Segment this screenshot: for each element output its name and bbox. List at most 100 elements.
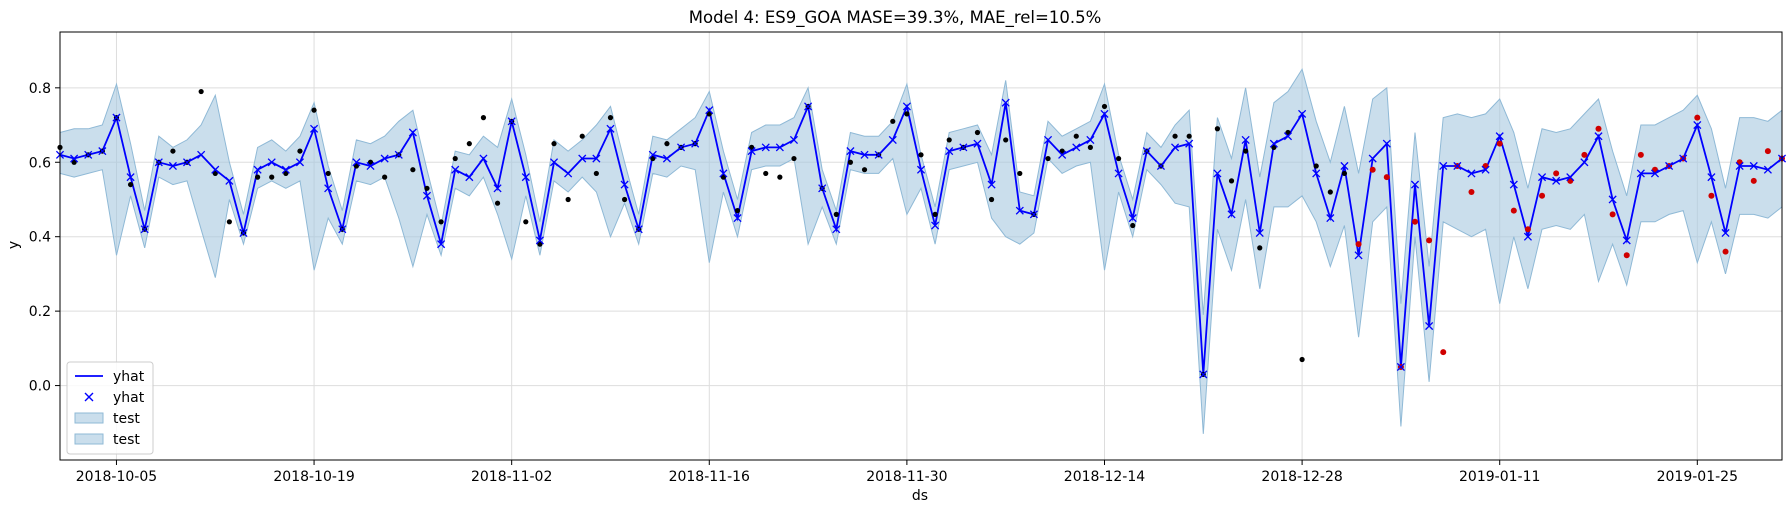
- test-point: [1694, 114, 1701, 121]
- actual-point: [749, 144, 755, 150]
- actual-point: [494, 200, 501, 206]
- yhat-marker: [592, 154, 601, 163]
- actual-point: [537, 241, 543, 247]
- yhat-marker: [197, 150, 206, 159]
- test-point: [1623, 252, 1630, 259]
- yhat-marker: [1467, 169, 1476, 178]
- actual-point: [946, 137, 952, 143]
- actual-point: [1257, 245, 1263, 251]
- yhat-marker: [564, 169, 573, 178]
- yhat-marker: [1636, 169, 1645, 178]
- actual-point: [438, 219, 444, 225]
- actual-point: [861, 167, 868, 173]
- yhat-marker: [1072, 143, 1081, 152]
- actual-point: [777, 174, 783, 180]
- yhat-marker: [225, 176, 234, 185]
- actual-point: [283, 170, 289, 177]
- yhat-marker: [1001, 98, 1010, 107]
- yhat-marker: [310, 124, 319, 133]
- yhat-marker: [662, 154, 671, 163]
- x-tick-label: 2019-01-25: [1657, 469, 1738, 485]
- yhat-marker: [267, 158, 276, 167]
- actual-point: [565, 196, 571, 203]
- actual-point: [269, 174, 275, 180]
- actual-point: [353, 163, 360, 169]
- yhat-marker: [324, 184, 333, 193]
- yhat-marker: [1114, 169, 1123, 178]
- yhat-marker: [1340, 161, 1349, 171]
- actual-point: [325, 170, 331, 177]
- yhat-marker: [1298, 109, 1307, 118]
- actual-point: [904, 111, 910, 117]
- actual-point: [593, 170, 599, 177]
- actual-point: [650, 155, 656, 162]
- yhat-marker: [959, 143, 968, 152]
- yhat-marker: [634, 225, 643, 234]
- test-point: [1581, 151, 1588, 158]
- actual-point: [932, 211, 938, 217]
- legend-patch-swatch: [74, 433, 104, 445]
- yhat-marker: [1326, 214, 1335, 223]
- yhat-marker: [394, 150, 403, 159]
- yhat-marker: [84, 150, 93, 159]
- yhat-marker: [239, 228, 248, 238]
- yhat-marker: [437, 240, 446, 249]
- yhat-marker: [1086, 135, 1095, 144]
- actual-point: [1285, 129, 1291, 136]
- x-tick-label: 2018-12-14: [1064, 469, 1145, 485]
- actual-point: [833, 211, 839, 217]
- yhat-marker: [1537, 173, 1547, 182]
- y-axis-label: y: [6, 241, 22, 249]
- yhat-marker: [1665, 161, 1674, 171]
- actual-point: [664, 141, 670, 147]
- x-tick-label: 2018-11-30: [866, 469, 947, 485]
- yhat-marker: [1580, 158, 1589, 167]
- yhat-marker: [902, 102, 911, 111]
- yhat-marker: [1495, 132, 1504, 141]
- yhat-marker: [1396, 362, 1405, 372]
- actual-point: [607, 115, 614, 121]
- actual-point: [720, 174, 726, 180]
- yhat-marker: [535, 236, 544, 245]
- yhat-marker: [408, 128, 417, 137]
- yhat-marker: [705, 106, 714, 115]
- legend-label: test: [113, 432, 140, 448]
- yhat-marker: [295, 158, 305, 167]
- yhat-marker: [775, 143, 784, 152]
- test-point: [1609, 211, 1616, 218]
- actual-point: [1228, 178, 1235, 184]
- yhat-marker: [1043, 135, 1053, 144]
- yhat-marker: [874, 150, 883, 159]
- actual-point: [1073, 133, 1079, 139]
- legend-marker-swatch: [84, 392, 94, 402]
- actual-point: [988, 196, 995, 203]
- chart-title: Model 4: ES9_GOA MASE=39.3%, MAE_rel=10.…: [689, 8, 1102, 28]
- actual-point: [410, 167, 416, 173]
- yhat-marker: [281, 165, 290, 174]
- yhat-marker: [1693, 120, 1702, 130]
- yhat-marker: [1453, 161, 1462, 171]
- x-tick-label: 2018-12-28: [1261, 469, 1342, 485]
- yhat-marker: [987, 180, 996, 189]
- legend-label: yhat: [113, 369, 145, 385]
- actual-point: [71, 159, 77, 165]
- test-point: [1595, 125, 1602, 132]
- yhat-marker: [366, 161, 375, 171]
- yhat-marker: [1410, 180, 1420, 189]
- yhat-marker: [888, 135, 897, 144]
- yhat-marker: [860, 150, 869, 159]
- plot-frame: [59, 31, 1783, 461]
- actual-point: [198, 88, 204, 95]
- actual-point: [1186, 133, 1192, 139]
- yhat-marker: [70, 154, 79, 163]
- actual-point: [1059, 148, 1065, 154]
- actual-point: [579, 133, 585, 139]
- actual-point: [1299, 356, 1305, 363]
- yhat-marker: [1213, 169, 1222, 178]
- actual-point: [1045, 155, 1051, 162]
- yhat-marker: [1608, 195, 1617, 204]
- legend-label: yhat: [113, 390, 145, 406]
- y-tick-label: 0.4: [29, 230, 51, 246]
- yhat-marker: [818, 184, 827, 193]
